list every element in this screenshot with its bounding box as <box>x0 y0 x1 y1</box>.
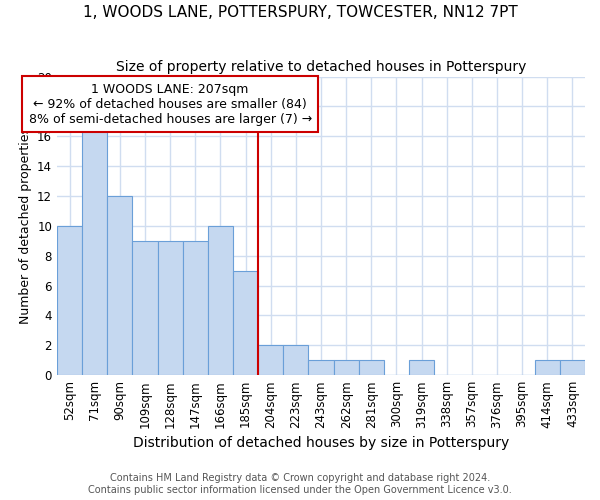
Bar <box>359 360 384 375</box>
Bar <box>535 360 560 375</box>
Bar <box>560 360 585 375</box>
Text: 1 WOODS LANE: 207sqm
← 92% of detached houses are smaller (84)
8% of semi-detach: 1 WOODS LANE: 207sqm ← 92% of detached h… <box>29 82 312 126</box>
Bar <box>57 226 82 375</box>
Bar <box>258 346 283 375</box>
Bar <box>183 241 208 375</box>
Bar <box>82 122 107 375</box>
Bar <box>133 241 158 375</box>
Bar <box>283 346 308 375</box>
Bar <box>334 360 359 375</box>
Text: Contains HM Land Registry data © Crown copyright and database right 2024.
Contai: Contains HM Land Registry data © Crown c… <box>88 474 512 495</box>
Bar <box>208 226 233 375</box>
Bar <box>158 241 183 375</box>
Bar <box>409 360 434 375</box>
X-axis label: Distribution of detached houses by size in Potterspury: Distribution of detached houses by size … <box>133 436 509 450</box>
Text: 1, WOODS LANE, POTTERSPURY, TOWCESTER, NN12 7PT: 1, WOODS LANE, POTTERSPURY, TOWCESTER, N… <box>83 5 517 20</box>
Bar <box>107 196 133 375</box>
Title: Size of property relative to detached houses in Potterspury: Size of property relative to detached ho… <box>116 60 526 74</box>
Bar <box>308 360 334 375</box>
Y-axis label: Number of detached properties: Number of detached properties <box>19 128 32 324</box>
Bar <box>233 270 258 375</box>
